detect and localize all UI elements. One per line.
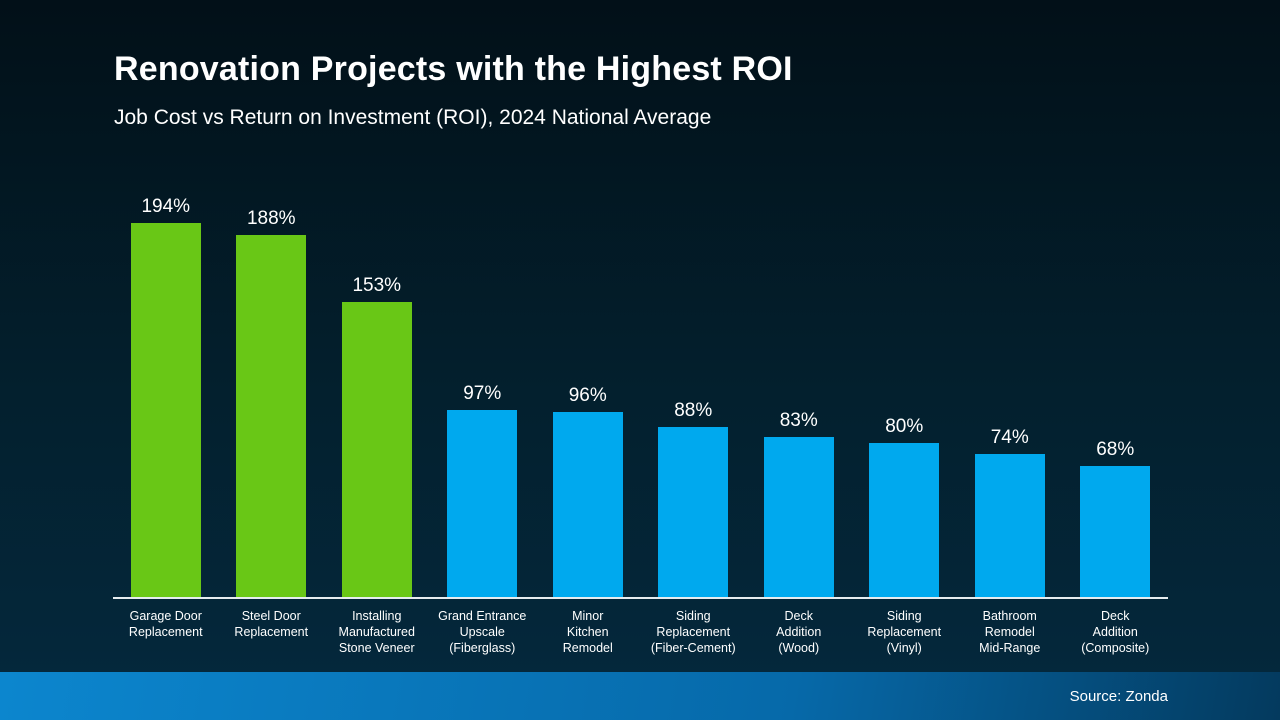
bar-column: 97% xyxy=(430,190,536,597)
category-label: Siding Replacement (Vinyl) xyxy=(867,609,942,655)
category-label: Deck Addition (Composite) xyxy=(1081,609,1150,655)
bar-value-label: 68% xyxy=(1096,439,1135,460)
bar-column: 188% xyxy=(219,190,325,597)
bar xyxy=(1080,466,1151,597)
category-label: Minor Kitchen Remodel xyxy=(562,609,613,655)
x-axis-line xyxy=(113,597,1168,599)
category-label: Bathroom Remodel Mid-Range xyxy=(979,609,1041,655)
category-label: Deck Addition (Wood) xyxy=(776,609,822,655)
bar-column: 153% xyxy=(324,190,430,597)
bar-chart: 194% 188% 153% 97% 96% 88% 83% 80% 74% 68% Garage… xyxy=(113,190,1168,656)
chart-title: Renovation Projects with the Highest ROI xyxy=(114,50,793,88)
bar xyxy=(974,454,1045,597)
category-label: Installing Manufactured Stone Veneer xyxy=(338,609,415,655)
bar xyxy=(236,235,307,597)
source-label: Source: Zonda xyxy=(1069,687,1168,705)
bar-column: 88% xyxy=(641,190,747,597)
bar-value-label: 194% xyxy=(141,196,191,217)
bar-column: 80% xyxy=(852,190,958,597)
bar xyxy=(763,437,834,597)
bar-column: 83% xyxy=(746,190,852,597)
bar xyxy=(658,427,729,597)
bar-value-label: 80% xyxy=(885,416,924,437)
bar xyxy=(341,302,412,597)
bar-value-label: 96% xyxy=(568,385,607,406)
category-label: Grand Entrance Upscale (Fiberglass) xyxy=(438,609,527,655)
bar-value-label: 153% xyxy=(352,275,402,296)
bar-value-label: 188% xyxy=(246,208,296,229)
bar xyxy=(130,223,201,597)
bar-column: 74% xyxy=(957,190,1063,597)
bar-value-label: 97% xyxy=(463,383,502,404)
plot-area: 194% 188% 153% 97% 96% 88% 83% 80% 74% 68% xyxy=(113,190,1168,597)
bar-column: 194% xyxy=(113,190,219,597)
x-axis-labels: Garage Door Replacement Steel Door Replac… xyxy=(113,608,1168,656)
bar-value-label: 74% xyxy=(990,427,1029,448)
bar-value-label: 83% xyxy=(779,410,818,431)
bar xyxy=(552,412,623,597)
bar xyxy=(869,443,940,597)
footer-band: Source: Zonda xyxy=(0,672,1280,720)
bar-column: 96% xyxy=(535,190,641,597)
bar-column: 68% xyxy=(1063,190,1169,597)
bar xyxy=(447,410,518,597)
chart-subtitle: Job Cost vs Return on Investment (ROI), … xyxy=(114,106,712,129)
category-label: Garage Door Replacement xyxy=(128,609,203,639)
bar-value-label: 88% xyxy=(674,400,713,421)
category-label: Steel Door Replacement xyxy=(234,609,309,639)
category-label: Siding Replacement (Fiber-Cement) xyxy=(650,609,736,655)
